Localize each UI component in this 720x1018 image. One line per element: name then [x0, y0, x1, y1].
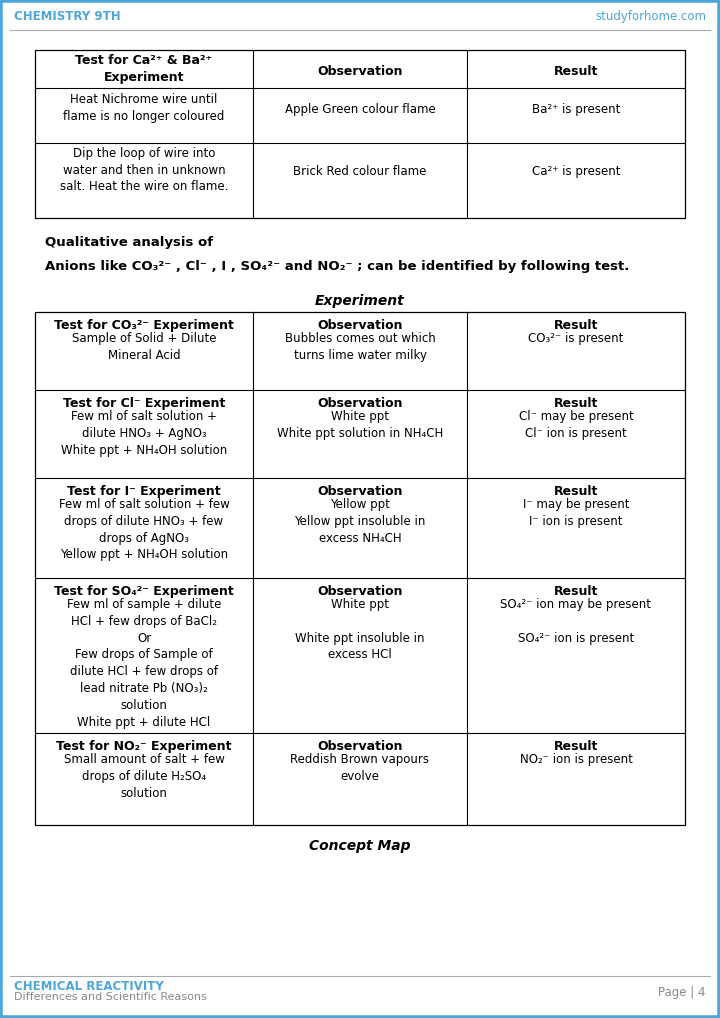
Text: Brick Red colour flame: Brick Red colour flame — [293, 165, 427, 178]
Text: Cl⁻ may be present
Cl⁻ ion is present: Cl⁻ may be present Cl⁻ ion is present — [518, 410, 634, 440]
Text: Test for Ca²⁺ & Ba²⁺
Experiment: Test for Ca²⁺ & Ba²⁺ Experiment — [76, 54, 212, 83]
Text: Observation: Observation — [318, 740, 402, 753]
Text: Test for NO₂⁻ Experiment: Test for NO₂⁻ Experiment — [56, 740, 232, 753]
Text: Heat Nichrome wire until
flame is no longer coloured: Heat Nichrome wire until flame is no lon… — [63, 93, 225, 122]
Text: Apple Green colour flame: Apple Green colour flame — [284, 103, 436, 116]
Text: Yellow ppt
Yellow ppt insoluble in
excess NH₄CH: Yellow ppt Yellow ppt insoluble in exces… — [294, 498, 426, 545]
Text: Result: Result — [554, 397, 598, 410]
Text: Observation: Observation — [318, 319, 402, 332]
Text: Result: Result — [554, 65, 598, 78]
Text: Qualitative analysis of: Qualitative analysis of — [45, 236, 213, 249]
Text: NO₂⁻ ion is present: NO₂⁻ ion is present — [520, 753, 632, 766]
Text: Few ml of salt solution +
dilute HNO₃ + AgNO₃
White ppt + NH₄OH solution: Few ml of salt solution + dilute HNO₃ + … — [61, 410, 227, 457]
Text: studyforhome.com: studyforhome.com — [595, 10, 706, 23]
Text: Observation: Observation — [318, 65, 402, 78]
Text: Experiment: Experiment — [315, 294, 405, 308]
Text: Differences and Scientific Reasons: Differences and Scientific Reasons — [14, 992, 207, 1002]
Text: Reddish Brown vapours
evolve: Reddish Brown vapours evolve — [290, 753, 430, 783]
Text: Concept Map: Concept Map — [310, 839, 410, 853]
Text: Test for CO₃²⁻ Experiment: Test for CO₃²⁻ Experiment — [54, 319, 234, 332]
Text: Ba²⁺ is present: Ba²⁺ is present — [532, 103, 620, 116]
Text: Observation: Observation — [318, 585, 402, 598]
Text: CO₃²⁻ is present: CO₃²⁻ is present — [528, 332, 624, 345]
Text: Observation: Observation — [318, 485, 402, 498]
Text: Result: Result — [554, 740, 598, 753]
Text: Small amount of salt + few
drops of dilute H₂SO₄
solution: Small amount of salt + few drops of dilu… — [63, 753, 225, 799]
Text: Result: Result — [554, 585, 598, 598]
Text: Result: Result — [554, 485, 598, 498]
Text: Sample of Solid + Dilute
Mineral Acid: Sample of Solid + Dilute Mineral Acid — [72, 332, 216, 361]
Text: SO₄²⁻ ion may be present

SO₄²⁻ ion is present: SO₄²⁻ ion may be present SO₄²⁻ ion is pr… — [500, 598, 652, 644]
Text: I⁻ may be present
I⁻ ion is present: I⁻ may be present I⁻ ion is present — [523, 498, 629, 527]
Text: Test for Cl⁻ Experiment: Test for Cl⁻ Experiment — [63, 397, 225, 410]
Bar — [35, 50, 685, 218]
Text: Observation: Observation — [318, 397, 402, 410]
Text: Bubbles comes out which
turns lime water milky: Bubbles comes out which turns lime water… — [284, 332, 436, 361]
Text: Dip the loop of wire into
water and then in unknown
salt. Heat the wire on flame: Dip the loop of wire into water and then… — [60, 147, 228, 193]
Text: Page | 4: Page | 4 — [659, 986, 706, 999]
Text: Few ml of salt solution + few
drops of dilute HNO₃ + few
drops of AgNO₃
Yellow p: Few ml of salt solution + few drops of d… — [58, 498, 230, 561]
Text: CHEMICAL REACTIVITY: CHEMICAL REACTIVITY — [14, 980, 163, 993]
Bar — [35, 312, 685, 825]
Text: Few ml of sample + dilute
HCl + few drops of BaCl₂
Or
Few drops of Sample of
dil: Few ml of sample + dilute HCl + few drop… — [67, 598, 221, 729]
Text: Test for I⁻ Experiment: Test for I⁻ Experiment — [67, 485, 221, 498]
Text: Result: Result — [554, 319, 598, 332]
Text: Test for SO₄²⁻ Experiment: Test for SO₄²⁻ Experiment — [54, 585, 234, 598]
Text: White ppt

White ppt insoluble in
excess HCl: White ppt White ppt insoluble in excess … — [295, 598, 425, 662]
Text: White ppt
White ppt solution in NH₄CH: White ppt White ppt solution in NH₄CH — [277, 410, 443, 440]
Text: Anions like CO₃²⁻ , Cl⁻ , I , SO₄²⁻ and NO₂⁻ ; can be identified by following te: Anions like CO₃²⁻ , Cl⁻ , I , SO₄²⁻ and … — [45, 260, 629, 273]
Text: CHEMISTRY 9TH: CHEMISTRY 9TH — [14, 10, 121, 23]
Text: Ca²⁺ is present: Ca²⁺ is present — [532, 165, 620, 178]
